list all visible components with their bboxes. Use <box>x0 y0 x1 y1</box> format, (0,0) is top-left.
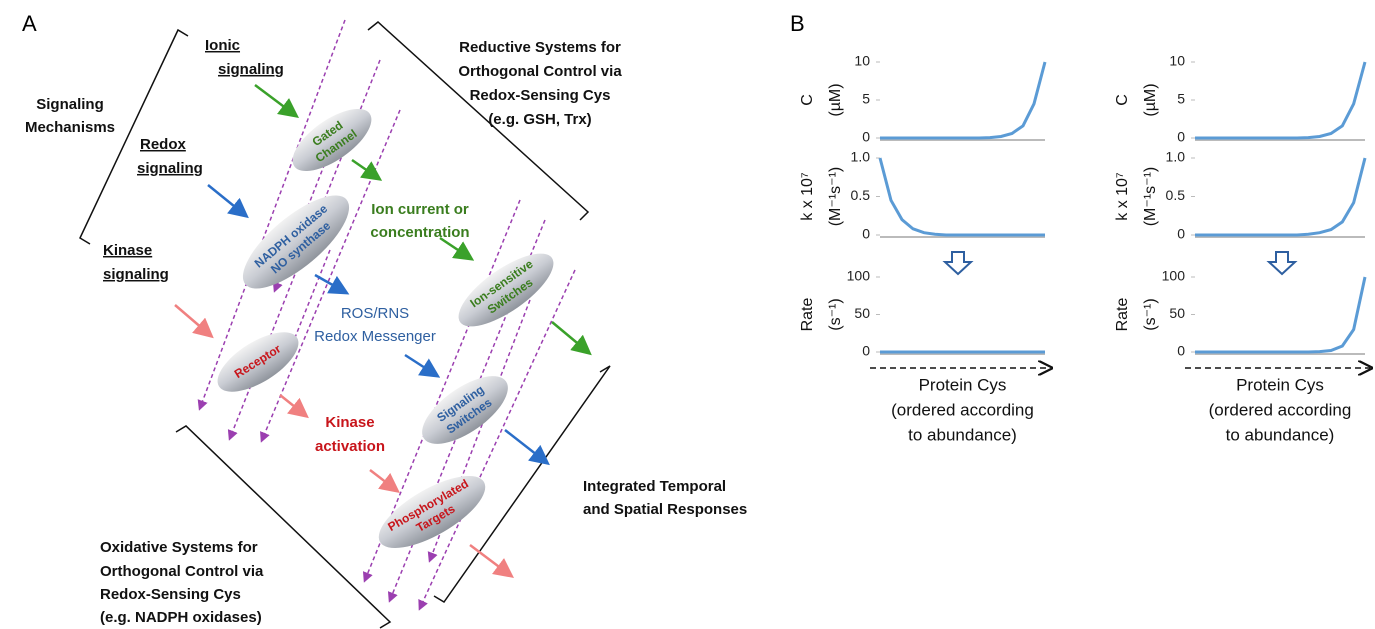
label: concentration <box>370 224 469 241</box>
y-axis-label: (µM) <box>827 83 844 116</box>
label: (e.g. NADPH oxidases) <box>100 609 262 626</box>
y-tick-label: 50 <box>1169 305 1185 321</box>
node: Phosphorylated Targets <box>378 475 486 549</box>
y-tick-label: 1.0 <box>851 149 871 165</box>
curve <box>1195 61 1367 140</box>
curve <box>1195 157 1367 237</box>
x-axis-label: (ordered according <box>1209 400 1352 419</box>
curve <box>1195 276 1367 354</box>
y-tick-label: 100 <box>1162 268 1186 284</box>
down-arrow <box>1266 251 1298 276</box>
y-tick-label: 10 <box>854 53 870 69</box>
y-axis-label: C <box>1114 94 1131 106</box>
y-tick-label: 0 <box>1177 129 1185 145</box>
node: Gated Channel <box>292 108 372 172</box>
label: Orthogonal Control via <box>458 63 622 80</box>
y-axis-label: (M⁻¹s⁻¹) <box>1142 167 1159 227</box>
y-axis-label: (M⁻¹s⁻¹) <box>827 167 844 227</box>
label: Ion current or <box>371 201 469 218</box>
y-tick-label: 0 <box>862 226 870 242</box>
y-tick-label: 5 <box>1177 91 1185 107</box>
y-axis-label: (s⁻¹) <box>1142 298 1159 330</box>
label: Ionic <box>205 37 240 54</box>
y-tick-label: 0.5 <box>1166 187 1186 203</box>
panel-label: B <box>790 11 805 36</box>
x-axis-label: to abundance) <box>908 425 1017 444</box>
y-tick-label: 10 <box>1169 53 1185 69</box>
y-axis-label: (s⁻¹) <box>827 298 844 330</box>
y-tick-label: 1.0 <box>1166 149 1186 165</box>
label: Oxidative Systems for <box>100 539 258 556</box>
y-tick-label: 0 <box>1177 226 1185 242</box>
down-arrow <box>942 251 974 276</box>
x-axis-label: Protein Cys <box>1236 375 1324 394</box>
y-tick-label: 0.5 <box>851 187 871 203</box>
y-tick-label: 5 <box>862 91 870 107</box>
label: Kinase <box>103 242 152 259</box>
y-axis-label: (µM) <box>1142 83 1159 116</box>
node: NADPH oxidase NO synthase <box>242 195 350 289</box>
brackets <box>79 21 611 629</box>
label: activation <box>315 438 385 455</box>
label: Mechanisms <box>25 119 115 136</box>
curve <box>878 157 1045 237</box>
y-tick-label: 50 <box>854 305 870 321</box>
y-tick-label: 0 <box>862 343 870 359</box>
y-axis-label: k x 10⁷ <box>1114 172 1131 221</box>
label: Integrated Temporal <box>583 478 726 495</box>
x-axis-label: (ordered according <box>891 400 1034 419</box>
label: Reductive Systems for <box>459 39 621 56</box>
node: Receptor <box>217 332 299 392</box>
node: Signaling Switches <box>422 376 508 444</box>
y-axis-label: C <box>799 94 816 106</box>
label: signaling <box>103 266 169 283</box>
curve <box>880 61 1047 140</box>
y-axis-label: Rate <box>1114 298 1131 332</box>
label: Orthogonal Control via <box>100 563 264 580</box>
label: Redox <box>140 136 187 153</box>
label: Signaling <box>36 96 104 113</box>
label: Redox-Sensing Cys <box>100 586 241 603</box>
y-tick-label: 100 <box>847 268 871 284</box>
label: (e.g. GSH, Trx) <box>488 111 591 128</box>
label: and Spatial Responses <box>583 501 747 518</box>
y-tick-label: 0 <box>862 129 870 145</box>
label: ROS/RNS <box>341 305 409 322</box>
label: Redox Messenger <box>314 328 436 345</box>
x-axis-label: to abundance) <box>1226 425 1335 444</box>
label: Redox-Sensing Cys <box>470 87 611 104</box>
label: Kinase <box>325 414 374 431</box>
label: signaling <box>137 160 203 177</box>
y-axis-label: k x 10⁷ <box>799 172 816 221</box>
y-axis-label: Rate <box>799 298 816 332</box>
x-axis-label: Protein Cys <box>919 375 1007 394</box>
y-tick-label: 0 <box>1177 343 1185 359</box>
panel-label: A <box>22 11 37 36</box>
arrows <box>174 84 592 578</box>
label: signaling <box>218 61 284 78</box>
